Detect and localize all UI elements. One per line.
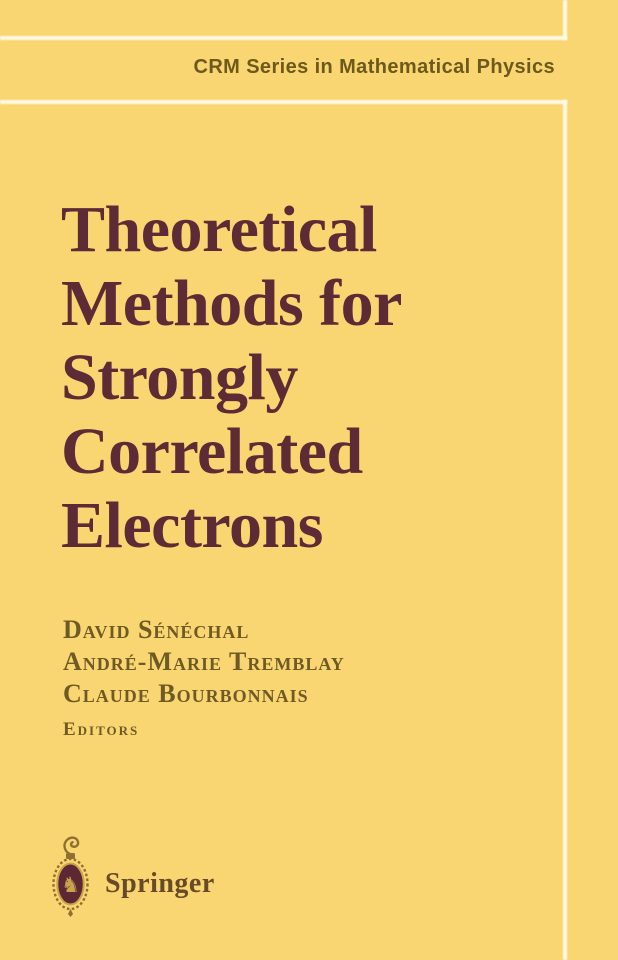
frame-top-rule bbox=[0, 36, 567, 40]
book-title-line: Theoretical bbox=[61, 193, 377, 266]
frame-band-rule bbox=[0, 100, 567, 104]
springer-knight-emblem-icon: ♞ bbox=[52, 836, 89, 917]
editor-name: David Sénéchal bbox=[63, 615, 250, 644]
editors-label: Editors bbox=[63, 719, 140, 740]
book-title: Theoretical Methods for Strongly Correla… bbox=[61, 193, 402, 563]
editors-block: David Sénéchal André-Marie Tremblay Clau… bbox=[63, 614, 345, 741]
book-title-line: Methods for bbox=[61, 267, 402, 340]
editor-name: André-Marie Tremblay bbox=[63, 647, 345, 676]
series-title: CRM Series in Mathematical Physics bbox=[193, 56, 555, 78]
emblem-horsehead-icon bbox=[63, 836, 80, 856]
emblem-bottom-tip bbox=[68, 909, 73, 917]
book-title-line: Electrons bbox=[61, 489, 323, 562]
emblem-ornate-ring bbox=[52, 857, 89, 911]
publisher-block: ♞ Springer bbox=[50, 832, 215, 918]
emblem-knight-icon: ♞ bbox=[61, 873, 80, 897]
emblem-neck bbox=[66, 853, 75, 859]
publisher-name: Springer bbox=[105, 868, 215, 899]
emblem-cartouche bbox=[56, 862, 85, 906]
editor-name: Claude Bourbonnais bbox=[63, 679, 309, 708]
book-title-line: Correlated bbox=[61, 415, 363, 488]
frame-right-rule bbox=[563, 100, 567, 960]
book-title-line: Strongly bbox=[61, 341, 298, 414]
frame-top-right-rule bbox=[563, 0, 567, 40]
